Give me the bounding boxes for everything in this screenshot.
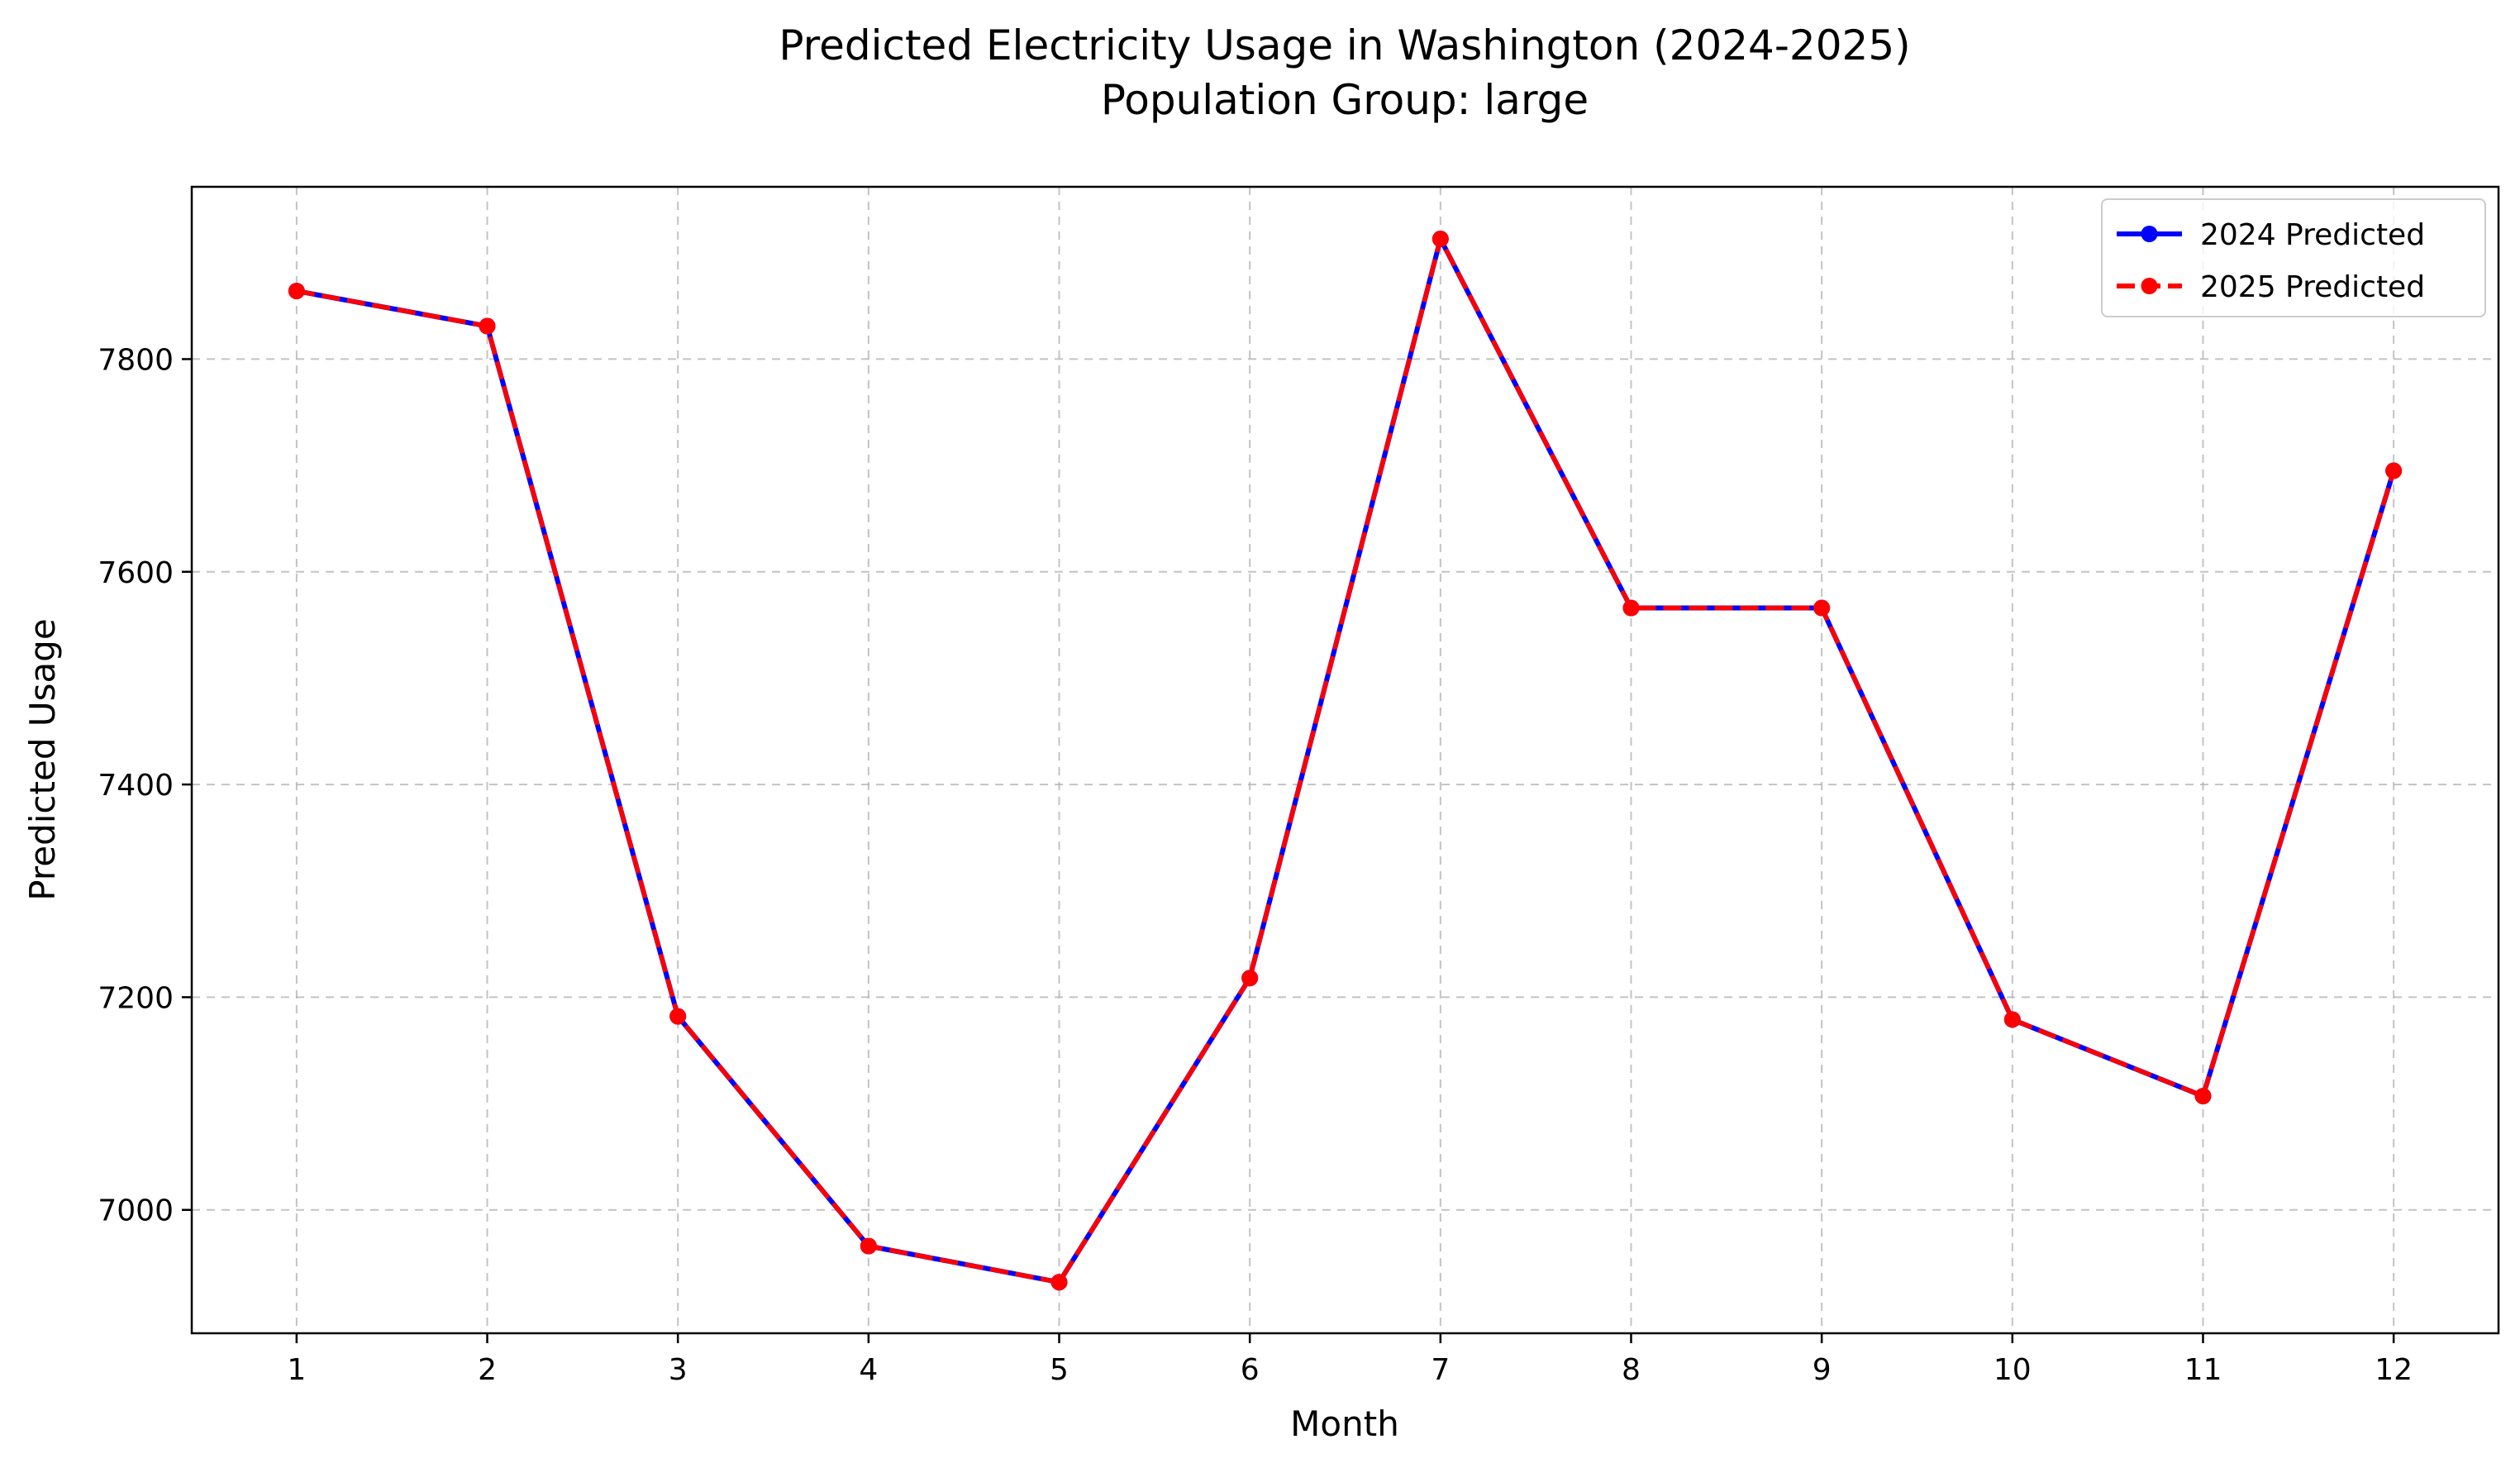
legend: 2024 Predicted 2025 Predicted — [2101, 198, 2486, 317]
y-axis-label: Predicted Usage — [22, 618, 63, 900]
data-point — [669, 1008, 687, 1025]
x-tick-label: 3 — [669, 1353, 688, 1387]
legend-marker — [2141, 226, 2158, 242]
x-tick-label: 4 — [859, 1353, 878, 1387]
x-tick-label: 11 — [2184, 1353, 2222, 1387]
legend-item: 2025 Predicted — [2117, 270, 2425, 304]
x-tick-label: 7 — [1431, 1353, 1450, 1387]
series-2 — [288, 231, 2403, 1291]
series-layer — [288, 231, 2403, 1291]
data-point — [1050, 1274, 1068, 1291]
data-point — [1813, 599, 1831, 617]
data-point — [860, 1237, 877, 1255]
y-tick-label: 7000 — [98, 1194, 174, 1228]
y-tick-label: 7200 — [98, 981, 174, 1015]
x-tick-label: 8 — [1622, 1353, 1641, 1387]
data-point — [1241, 970, 1259, 987]
series-line — [296, 236, 2396, 1284]
x-axis-label: Month — [1290, 1404, 1399, 1444]
chart-subtitle: Population Group: large — [1101, 76, 1589, 124]
legend-box — [2101, 198, 2486, 317]
x-tick-label: 6 — [1241, 1353, 1260, 1387]
y-tick-label: 7400 — [98, 769, 174, 803]
chart-title: Predicted Electricity Usage in Washingto… — [779, 21, 1910, 69]
legend-item: 2024 Predicted — [2117, 218, 2425, 252]
x-axis: 1 2 3 4 5 6 7 8 9 10 11 12 — [287, 1333, 2413, 1387]
x-tick-label: 10 — [1994, 1353, 2032, 1387]
data-point — [479, 317, 496, 335]
legend-label: 2025 Predicted — [2200, 270, 2425, 304]
data-point — [2194, 1088, 2212, 1105]
x-tick-label: 2 — [478, 1353, 497, 1387]
x-tick-label: 5 — [1050, 1353, 1069, 1387]
data-point — [1431, 231, 1449, 248]
data-point — [288, 283, 305, 300]
y-tick-label: 7800 — [98, 343, 174, 377]
data-point — [2385, 462, 2403, 479]
y-tick-label: 7600 — [98, 556, 174, 590]
x-tick-label: 12 — [2375, 1353, 2413, 1387]
data-point — [2003, 1011, 2021, 1028]
plot-frame — [190, 185, 2500, 1335]
data-point — [1622, 599, 1640, 617]
x-tick-label: 1 — [287, 1353, 306, 1387]
grid — [192, 187, 2499, 1333]
y-axis: 7000 7200 7400 7600 7800 — [98, 343, 192, 1228]
legend-marker — [2141, 278, 2158, 294]
x-tick-label: 9 — [1813, 1353, 1832, 1387]
legend-label: 2024 Predicted — [2200, 218, 2425, 252]
